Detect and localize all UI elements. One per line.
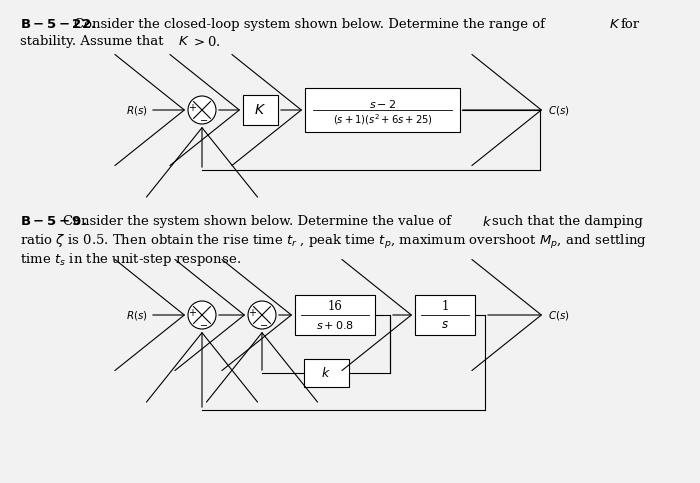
Text: $(s+1)(s^2+6s+25)$: $(s+1)(s^2+6s+25)$ [332, 113, 433, 128]
Text: 1: 1 [441, 300, 449, 313]
Text: $s+0.8$: $s+0.8$ [316, 319, 354, 331]
Text: +: + [188, 308, 196, 318]
Text: Consider the system shown below. Determine the value of: Consider the system shown below. Determi… [63, 215, 451, 228]
Circle shape [188, 301, 216, 329]
Text: $k$: $k$ [321, 366, 331, 380]
Text: $K$: $K$ [254, 103, 266, 117]
Text: +: + [188, 103, 196, 113]
Text: $-$: $-$ [199, 114, 209, 124]
Bar [243, 95, 278, 125]
Text: $\bf{B-5-22.}$: $\bf{B-5-22.}$ [20, 18, 96, 31]
Text: $C(s)$: $C(s)$ [548, 104, 570, 117]
Text: $\bf{B-5-9.}$: $\bf{B-5-9.}$ [20, 215, 87, 228]
Text: $R(s)$: $R(s)$ [126, 309, 148, 322]
Text: +: + [248, 308, 256, 318]
Text: $-$: $-$ [199, 319, 209, 329]
Bar [305, 88, 460, 132]
Bar [304, 359, 349, 387]
Text: such that the damping: such that the damping [492, 215, 643, 228]
Text: Consider the closed-loop system shown below. Determine the range of: Consider the closed-loop system shown be… [74, 18, 545, 31]
Text: stability. Assume that: stability. Assume that [20, 35, 164, 48]
Text: $k$: $k$ [482, 215, 492, 229]
Bar [295, 295, 375, 335]
Circle shape [248, 301, 276, 329]
Text: for: for [621, 18, 640, 31]
Text: time $t_s$ in the unit-step response.: time $t_s$ in the unit-step response. [20, 251, 241, 268]
Text: ratio $\zeta$ is 0.5. Then obtain the rise time $t_r$ , peak time $t_p$, maximum: ratio $\zeta$ is 0.5. Then obtain the ri… [20, 233, 647, 251]
Text: $s-2$: $s-2$ [369, 98, 396, 110]
Text: $K$: $K$ [609, 18, 621, 31]
Text: $s$: $s$ [441, 318, 449, 331]
Circle shape [188, 96, 216, 124]
Text: $R(s)$: $R(s)$ [126, 104, 148, 117]
Text: $>$0.: $>$0. [191, 35, 220, 49]
Bar [415, 295, 475, 335]
Text: $C(s)$: $C(s)$ [548, 309, 570, 322]
Text: $K$: $K$ [178, 35, 190, 48]
Text: 16: 16 [328, 300, 342, 313]
Text: $-$: $-$ [260, 319, 269, 329]
